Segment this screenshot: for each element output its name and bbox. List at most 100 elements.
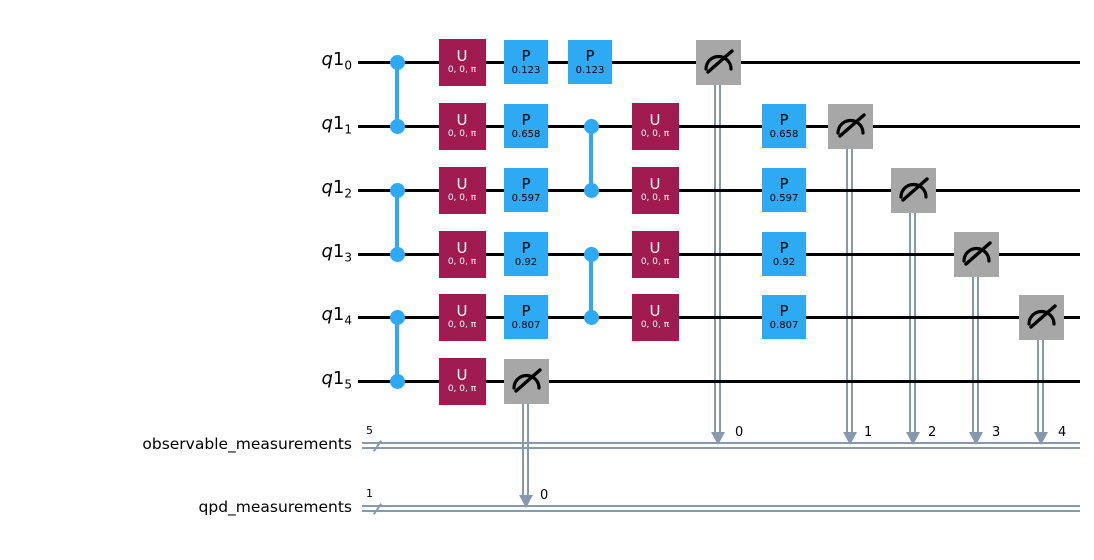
u-gate-params: 0, 0, π xyxy=(447,65,477,75)
p-gate-label: P xyxy=(585,47,595,65)
bit-index-label: 0 xyxy=(540,488,549,503)
measure-arrowhead xyxy=(843,432,857,445)
qubit-wire xyxy=(358,379,1080,383)
u-gate: U 0, 0, π xyxy=(631,230,679,278)
u-gate-label: U xyxy=(456,47,468,65)
classical-register-label: observable_measurements xyxy=(142,435,352,453)
p-gate-value: 0.92 xyxy=(514,257,538,268)
control-dot xyxy=(389,246,405,262)
u-gate: U 0, 0, π xyxy=(631,293,679,341)
u-gate-params: 0, 0, π xyxy=(447,384,477,394)
qubit-label: q12 xyxy=(321,177,352,201)
register-size-label: 1 xyxy=(366,487,373,500)
measure-gate xyxy=(1018,294,1064,340)
p-gate-value: 0.658 xyxy=(769,129,799,140)
control-dot xyxy=(389,309,405,325)
u-gate-params: 0, 0, π xyxy=(640,193,670,203)
p-gate: P 0.597 xyxy=(762,168,806,212)
qubit-label: q11 xyxy=(321,113,352,137)
p-gate: P 0.92 xyxy=(762,232,806,276)
control-dot xyxy=(583,182,599,198)
u-gate-params: 0, 0, π xyxy=(447,129,477,139)
measure-icon xyxy=(961,240,992,266)
p-gate-value: 0.597 xyxy=(769,193,799,204)
u-gate-label: U xyxy=(649,175,661,193)
bit-index-label: 1 xyxy=(864,425,873,440)
p-gate: P 0.92 xyxy=(504,232,548,276)
p-gate-value: 0.807 xyxy=(769,320,799,331)
classical-register-label: qpd_measurements xyxy=(198,498,352,516)
qubit-wire xyxy=(358,124,1080,128)
p-gate: P 0.658 xyxy=(504,104,548,148)
u-gate-label: U xyxy=(649,302,661,320)
u-gate: U 0, 0, π xyxy=(438,357,486,405)
measure-icon xyxy=(1026,303,1057,329)
measure-connector-wire xyxy=(714,84,722,433)
cz-connector xyxy=(394,190,400,254)
measure-gate xyxy=(695,39,741,85)
u-gate-label: U xyxy=(456,302,468,320)
measure-gate xyxy=(827,103,873,149)
u-gate-params: 0, 0, π xyxy=(640,129,670,139)
p-gate-label: P xyxy=(779,111,789,129)
bit-index-label: 4 xyxy=(1058,425,1067,440)
u-gate: U 0, 0, π xyxy=(438,38,486,86)
measure-connector-wire xyxy=(522,403,530,496)
control-dot xyxy=(389,118,405,134)
cz-connector xyxy=(588,254,594,317)
u-gate-label: U xyxy=(649,111,661,129)
cz-connector xyxy=(394,317,400,381)
cz-connector xyxy=(394,62,400,126)
bit-index-label: 0 xyxy=(735,425,744,440)
bit-index-label: 2 xyxy=(928,425,937,440)
u-gate-label: U xyxy=(456,239,468,257)
p-gate-value: 0.92 xyxy=(772,257,796,268)
measure-gate xyxy=(503,358,549,404)
u-gate-params: 0, 0, π xyxy=(447,257,477,267)
u-gate-label: U xyxy=(456,366,468,384)
p-gate-label: P xyxy=(779,302,789,320)
p-gate-label: P xyxy=(521,175,531,193)
p-gate-value: 0.807 xyxy=(511,320,541,331)
u-gate-params: 0, 0, π xyxy=(447,320,477,330)
p-gate-value: 0.597 xyxy=(511,193,541,204)
u-gate-params: 0, 0, π xyxy=(447,193,477,203)
measure-icon xyxy=(511,367,542,393)
bit-index-label: 3 xyxy=(992,425,1001,440)
p-gate: P 0.597 xyxy=(504,168,548,212)
qubit-wire xyxy=(358,188,1080,192)
measure-arrowhead xyxy=(1034,432,1048,445)
u-gate-label: U xyxy=(456,111,468,129)
p-gate-label: P xyxy=(521,239,531,257)
qubit-label: q10 xyxy=(321,49,352,73)
measure-gate xyxy=(953,231,999,277)
measure-icon xyxy=(898,176,929,202)
u-gate-label: U xyxy=(456,175,468,193)
p-gate: P 0.123 xyxy=(568,40,612,84)
p-gate-label: P xyxy=(521,302,531,320)
u-gate-params: 0, 0, π xyxy=(640,257,670,267)
qubit-wire xyxy=(358,315,1080,319)
measure-arrowhead xyxy=(969,432,983,445)
p-gate-value: 0.123 xyxy=(511,65,541,76)
control-dot xyxy=(389,54,405,70)
p-gate: P 0.658 xyxy=(762,104,806,148)
p-gate-value: 0.658 xyxy=(511,129,541,140)
measure-connector-wire xyxy=(1037,339,1045,433)
u-gate: U 0, 0, π xyxy=(438,230,486,278)
measure-arrowhead xyxy=(711,432,725,445)
p-gate: P 0.123 xyxy=(504,40,548,84)
p-gate-label: P xyxy=(779,239,789,257)
classical-wire xyxy=(362,505,1080,513)
qubit-label: q13 xyxy=(321,241,352,265)
p-gate-label: P xyxy=(521,47,531,65)
control-dot xyxy=(583,246,599,262)
control-dot xyxy=(583,118,599,134)
u-gate-label: U xyxy=(649,239,661,257)
u-gate: U 0, 0, π xyxy=(631,102,679,150)
qubit-wire xyxy=(358,252,1080,256)
measure-connector-wire xyxy=(909,212,917,433)
p-gate: P 0.807 xyxy=(504,295,548,339)
cz-connector xyxy=(588,126,594,190)
